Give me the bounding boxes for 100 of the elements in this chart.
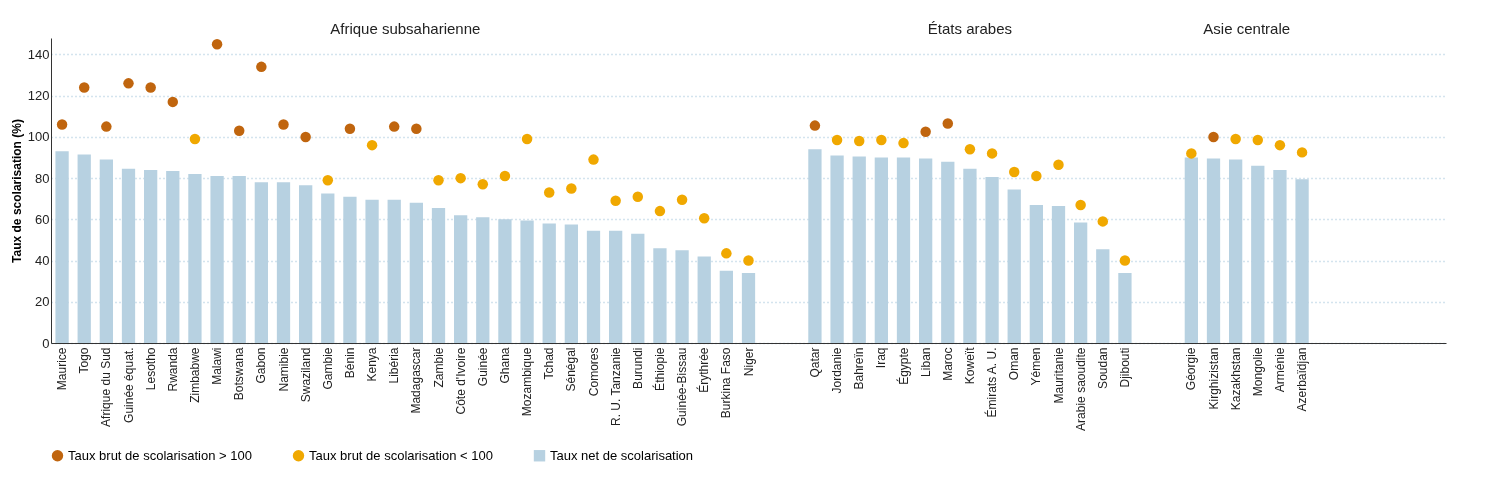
bar — [299, 185, 313, 343]
bar — [564, 224, 578, 343]
y-tick-label: 60 — [35, 211, 50, 227]
point — [123, 78, 134, 89]
bar — [1051, 205, 1066, 343]
bar — [254, 182, 268, 343]
x-tick-label: Côte d'Ivoire — [453, 347, 468, 415]
legend-label: Taux brut de scolarisation < 100 — [309, 447, 493, 463]
point — [876, 134, 887, 146]
x-tick-label: Oman — [1007, 347, 1022, 381]
bar — [454, 215, 468, 343]
point — [588, 154, 599, 165]
x-tick-label: Jordanie — [830, 347, 845, 394]
x-tick-label: Azerbaïdjan — [1295, 347, 1310, 412]
bar — [919, 158, 933, 343]
bar — [321, 193, 335, 343]
x-tick-label: Lesotho — [143, 347, 158, 391]
bar — [1206, 158, 1221, 343]
bar — [1074, 222, 1088, 343]
point — [1296, 147, 1308, 158]
bar — [520, 220, 534, 343]
bar — [498, 219, 512, 343]
bar — [719, 270, 733, 343]
point — [521, 133, 533, 145]
text: États arabes — [927, 20, 1013, 37]
point — [433, 174, 444, 186]
y-tick-label: 120 — [27, 88, 50, 104]
x-tick-label: Iraq — [874, 347, 889, 369]
x-tick-label: Émirats A. U. — [984, 347, 1000, 418]
x-tick-label: Érythrée — [696, 347, 712, 393]
point — [543, 187, 555, 198]
bar — [1096, 249, 1110, 343]
bar — [586, 230, 601, 343]
point — [1097, 216, 1109, 227]
point — [145, 82, 156, 93]
point — [986, 148, 998, 159]
point — [366, 139, 378, 151]
x-tick-label: Gambie — [320, 347, 335, 390]
y-tick-label: 0 — [42, 335, 50, 351]
bar — [343, 196, 357, 343]
point — [56, 119, 68, 130]
x-tick-label: R. U. Tanzanie — [608, 347, 623, 426]
point — [853, 135, 865, 147]
point — [499, 170, 511, 182]
point — [455, 172, 466, 184]
point — [233, 125, 245, 136]
bar — [276, 182, 291, 343]
point — [1274, 139, 1286, 151]
bar — [188, 174, 202, 343]
point — [632, 191, 644, 202]
x-tick-label: Kenya — [365, 347, 380, 382]
point — [211, 38, 223, 50]
point — [743, 255, 754, 266]
point — [300, 131, 311, 143]
bar — [144, 169, 158, 343]
point — [831, 134, 843, 146]
point — [1119, 255, 1131, 266]
y-axis-title: Taux de scolarisation (%) — [9, 119, 24, 263]
x-tick-label: Liban — [918, 347, 933, 377]
point — [1031, 170, 1042, 182]
y-tick-label: 80 — [35, 170, 50, 186]
x-tick-label: Madagascar — [409, 347, 424, 414]
x-tick-label: Égypte — [895, 347, 911, 385]
bar — [1118, 272, 1132, 343]
bar — [1229, 159, 1243, 343]
y-tick-label: 40 — [35, 253, 50, 269]
point — [898, 137, 909, 149]
point — [1053, 159, 1064, 170]
y-tick-label: 140 — [27, 46, 50, 62]
point — [256, 61, 267, 73]
x-tick-label: Zimbabwe — [187, 347, 202, 403]
x-tick-label: Géorgie — [1184, 347, 1199, 391]
point — [566, 183, 577, 194]
bar — [1184, 157, 1198, 343]
bar — [653, 248, 667, 343]
bar — [631, 233, 645, 343]
bar — [387, 199, 401, 343]
x-tick-label: Qatar — [807, 347, 822, 378]
point — [964, 144, 976, 155]
bar — [852, 156, 866, 343]
bar — [808, 149, 822, 343]
x-tick-label: Mauritanie — [1051, 347, 1066, 404]
point — [942, 118, 954, 129]
point — [1008, 166, 1020, 178]
x-tick-label: Libéria — [387, 347, 402, 384]
point — [322, 174, 334, 186]
x-tick-label: Maroc — [940, 347, 955, 381]
bar — [1273, 169, 1287, 343]
x-tick-label: Niger — [741, 347, 756, 377]
bar — [675, 250, 689, 343]
x-tick-label: Malawi — [210, 347, 225, 385]
point — [610, 195, 621, 207]
x-tick-label: Arabie saoudite — [1073, 347, 1088, 431]
bar — [896, 157, 911, 343]
bar — [874, 157, 888, 343]
y-tick-label: 20 — [35, 294, 50, 310]
x-tick-label: Maurice — [55, 347, 70, 391]
bar — [1295, 179, 1309, 343]
x-tick-label: Burundi — [630, 347, 645, 389]
x-tick-label: Bénin — [342, 347, 357, 379]
